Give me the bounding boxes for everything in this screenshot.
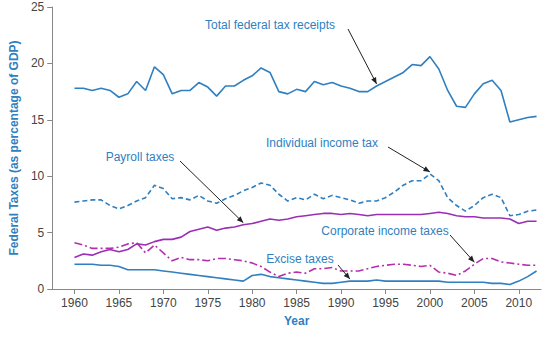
svg-text:Corporate income taxes: Corporate income taxes (321, 224, 448, 238)
svg-text:0: 0 (38, 282, 45, 296)
svg-text:5: 5 (38, 226, 45, 240)
svg-text:1960: 1960 (61, 296, 88, 310)
svg-text:1975: 1975 (194, 296, 221, 310)
svg-text:1995: 1995 (372, 296, 399, 310)
svg-text:1965: 1965 (106, 296, 133, 310)
svg-text:Payroll taxes: Payroll taxes (106, 150, 175, 164)
svg-text:1970: 1970 (150, 296, 177, 310)
svg-text:15: 15 (31, 113, 45, 127)
svg-text:Year: Year (284, 314, 310, 328)
svg-text:1980: 1980 (239, 296, 266, 310)
svg-text:1990: 1990 (328, 296, 355, 310)
svg-text:10: 10 (31, 169, 45, 183)
svg-text:Federal Taxes (as percentage o: Federal Taxes (as percentage of GDP) (7, 40, 21, 255)
svg-text:2005: 2005 (461, 296, 488, 310)
svg-text:20: 20 (31, 56, 45, 70)
svg-text:Total federal tax receipts: Total federal tax receipts (205, 18, 335, 32)
svg-text:25: 25 (31, 0, 45, 14)
svg-text:2000: 2000 (417, 296, 444, 310)
svg-text:1985: 1985 (283, 296, 310, 310)
svg-text:Individual income tax: Individual income tax (266, 136, 378, 150)
svg-text:Excise taxes: Excise taxes (266, 252, 333, 266)
svg-text:2010: 2010 (505, 296, 532, 310)
